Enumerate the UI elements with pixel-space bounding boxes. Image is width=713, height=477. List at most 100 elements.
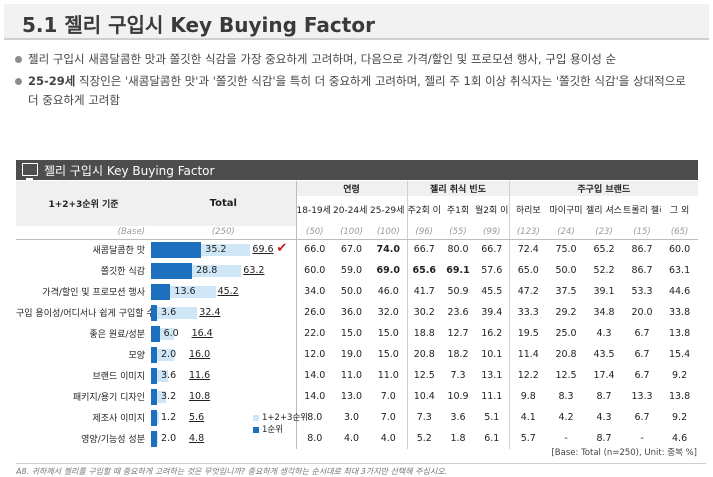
- value-cell: 15.0: [340, 328, 363, 339]
- legend-top3-label: 1+2+3순위: [262, 413, 309, 423]
- value-cell: 37.5: [555, 286, 577, 297]
- value-cell: 11.0: [340, 370, 363, 381]
- base-value: (23): [585, 226, 624, 240]
- total-bar-group: 2.0 4.8: [151, 430, 295, 447]
- table-row: 영양/기능성 성분 2.0 4.8 8.0 4.0 4.0 5.2 1.8 6.1 5.7 - 8.7…: [16, 428, 698, 449]
- chart-legend: 1+2+3순위 1순위: [253, 412, 308, 436]
- first-rank-value: 3.2: [161, 390, 177, 402]
- first-rank-value: 35.2: [205, 243, 227, 255]
- column-header: 마이구미: [549, 205, 583, 216]
- row-label: 제조사 이미지: [92, 414, 145, 424]
- total-bar-group: 2.0 16.0: [151, 346, 295, 363]
- base-value: (123): [508, 226, 548, 240]
- bullet-1-text: 젤리 구입시 새콤달콤한 맛과 쫄깃한 식감을 가장 중요하게 고려하며, 다음…: [28, 52, 617, 66]
- table-row: 패키지/용기 디자인 3.2 10.8 14.0 13.0 7.0 10.4 10.9 11.1…: [16, 386, 698, 407]
- base-value: (99): [475, 226, 510, 240]
- total-bar-group: 13.6 45.2: [151, 283, 295, 300]
- first-rank-bar: [151, 430, 157, 447]
- value-cell: 6.7: [634, 412, 650, 423]
- value-cell: 20.8: [555, 349, 577, 360]
- value-cell: 20.0: [631, 307, 653, 318]
- title-bar: 5.1 젤리 구입시 Key Buying Factor: [4, 4, 709, 40]
- value-cell: 12.0: [295, 344, 333, 365]
- value-cell: 29.2: [555, 307, 577, 318]
- value-cell: 50.0: [340, 286, 363, 297]
- row-label: 새콤달콤한 맛: [92, 246, 145, 257]
- value-cell: 9.8: [508, 386, 548, 407]
- base-value: (100): [333, 226, 370, 240]
- first-rank-bar: [151, 388, 157, 405]
- row-label: 브랜드 이미지: [92, 372, 145, 382]
- value-cell: 14.0: [295, 386, 333, 407]
- value-cell: 19.0: [340, 349, 363, 360]
- value-cell: 11.0: [377, 370, 399, 381]
- value-cell: 65.6: [406, 260, 442, 281]
- first-rank-bar: [151, 346, 157, 363]
- legend-first-swatch: [253, 426, 259, 433]
- base-label: (Base): [16, 226, 151, 240]
- value-cell: 9.2: [672, 412, 688, 423]
- value-cell: 8.0: [295, 407, 333, 428]
- value-cell: 63.1: [668, 265, 691, 276]
- column-header: 주1회: [446, 205, 470, 216]
- value-cell: 30.2: [406, 302, 442, 323]
- monitor-icon: [22, 163, 38, 180]
- value-cell: 13.3: [631, 391, 653, 402]
- row-label: 좋은 원료/성분: [89, 330, 145, 340]
- value-cell: 5.1: [484, 412, 500, 423]
- value-cell: 7.0: [380, 391, 396, 402]
- table-row: 가격/할인 및 프로모션 행사 13.6 45.2 34.0 50.0 46.0 41.7 5…: [16, 281, 698, 302]
- table-row: 모양 2.0 16.0 12.0 19.0 15.0 20.8 18.2 10.1 11.4 20.…: [16, 344, 698, 365]
- first-rank-bar: [151, 409, 157, 426]
- value-cell: 7.3: [406, 407, 442, 428]
- value-cell: 6.1: [484, 433, 500, 444]
- total-bar-group: 6.0 16.4: [151, 325, 295, 342]
- value-cell: 52.2: [593, 265, 615, 276]
- value-cell: 65.0: [508, 260, 548, 281]
- row-label: 가격/할인 및 프로모션 행사: [42, 288, 145, 298]
- value-cell: 47.2: [508, 281, 548, 302]
- value-cell: 66.7: [481, 244, 503, 256]
- base-value: (65): [661, 226, 699, 240]
- total-bars-cell: 2.0 16.0: [151, 344, 297, 365]
- group-frequency: 젤리 취식 빈도: [406, 181, 510, 196]
- total-bars-cell: 3.6 11.6: [151, 365, 297, 386]
- value-cell: 3.6: [450, 412, 466, 423]
- total-bars-cell: 1.2 5.6: [151, 407, 297, 428]
- top3-value: 16.4: [191, 327, 213, 339]
- value-cell: 13.8: [668, 391, 691, 402]
- value-cell: 69.0: [376, 265, 400, 276]
- table-row: 좋은 원료/성분 6.0 16.4 22.0 15.0 15.0 18.8 12.7 16.2 1…: [16, 323, 698, 344]
- column-header: 젤리 셔스: [586, 205, 623, 216]
- row-label: 모양: [128, 351, 145, 361]
- value-cell: 34.0: [295, 281, 333, 302]
- total-bar-group: 1.2 5.6: [151, 409, 295, 426]
- column-header: 주2회 이상: [406, 196, 442, 226]
- row-label: 구입 용이성/어디서나 쉽게 구입할 수 있는: [16, 309, 151, 319]
- value-cell: 15.4: [668, 349, 691, 360]
- value-cell: 57.6: [481, 265, 503, 276]
- value-cell: 4.1: [508, 407, 548, 428]
- first-rank-value: 1.2: [161, 411, 177, 423]
- first-rank-value: 3.6: [161, 369, 177, 381]
- legend-first-label: 1순위: [262, 425, 284, 435]
- value-cell: 11.1: [481, 391, 503, 402]
- value-cell: 86.7: [631, 244, 653, 256]
- bullet-2-text: 직장인은 '새콤달콤한 맛'과 '쫄깃한 식감'을 특히 더 중요하게 고려하며…: [28, 74, 686, 107]
- value-cell: 26.0: [295, 302, 333, 323]
- total-bars-cell: 28.8 63.2: [151, 260, 297, 281]
- value-cell: 53.3: [631, 286, 653, 297]
- value-cell: 33.3: [508, 302, 548, 323]
- group-age: 연령: [295, 181, 408, 196]
- top3-value: 63.2: [243, 264, 265, 276]
- row-label: 영양/기능성 성분: [81, 435, 145, 445]
- table-row: 제조사 이미지 1.2 5.6 8.0 3.0 7.0 7.3 3.6 5.1 4.1 4.2 4.3…: [16, 407, 698, 428]
- first-rank-bar: [151, 325, 160, 342]
- value-cell: 65.2: [593, 244, 615, 256]
- value-cell: 19.5: [508, 323, 548, 344]
- total-bars-cell: 6.0 16.4: [151, 323, 297, 344]
- legend-first: 1순위: [253, 424, 308, 436]
- total-bar-group: 3.6 32.4: [151, 304, 295, 321]
- value-cell: 4.0: [343, 433, 360, 444]
- top3-value: 16.0: [189, 348, 211, 360]
